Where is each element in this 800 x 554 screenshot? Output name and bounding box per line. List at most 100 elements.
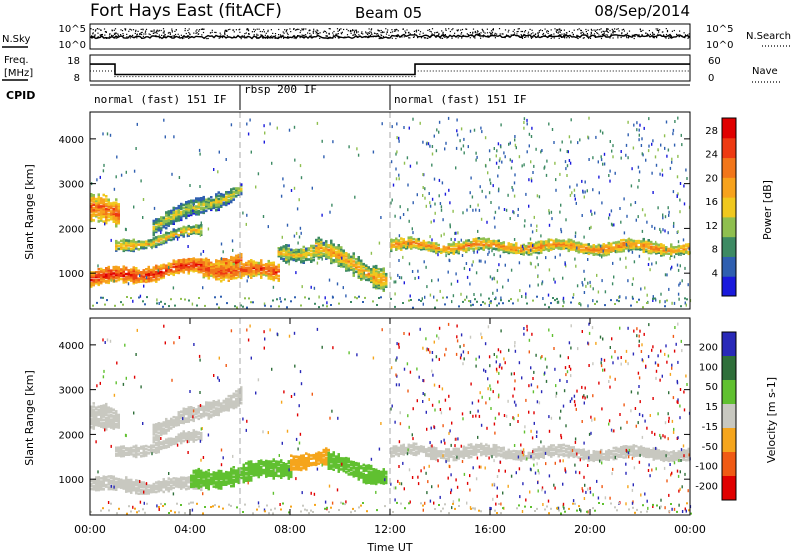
heatmap-cell [325,252,328,256]
heatmap-cell [172,237,175,241]
heatmap-cell [92,197,95,200]
scatter-cell [460,292,462,296]
noise-search-point [158,37,161,39]
near-range-cell [174,304,176,307]
heatmap-cell [115,217,118,220]
noise-search-point [535,33,537,35]
noise-search-point [564,36,566,38]
near-range-cell [184,298,186,301]
heatmap-cell [240,191,243,194]
noise-search-point [175,29,177,31]
heatmap-cell [202,210,205,213]
heatmap-cell [127,480,130,483]
heatmap-cell [300,257,303,261]
heatmap-cell [95,411,98,414]
heatmap-cell [337,264,340,267]
noise-search-point [299,31,301,34]
noise-search-point [382,35,384,38]
heatmap-cell [102,275,105,278]
heatmap-cell [640,246,643,250]
scatter-cell [661,168,663,172]
heatmap-cell [135,450,138,454]
heatmap-cell [257,264,260,268]
heatmap-cell [500,242,503,245]
heatmap-cell [120,273,123,276]
heatmap-cell [620,242,623,245]
heatmap-cell [507,242,510,245]
noise-search-point [152,32,154,34]
scatter-cell [498,263,500,267]
heatmap-cell [162,233,165,237]
scatter-cell [536,224,538,228]
noise-search-point [328,28,330,30]
heatmap-cell [177,268,180,272]
heatmap-cell [112,272,115,275]
noise-search-point [189,33,191,35]
heatmap-cell [192,257,195,260]
heatmap-cell [187,261,190,264]
scatter-cell [612,144,614,148]
heatmap-cell [152,226,155,229]
heatmap-cell [117,451,120,454]
heatmap-cell [197,269,200,272]
heatmap-cell [557,244,560,247]
heatmap-cell [200,211,203,214]
heatmap-cell [657,248,660,251]
heatmap-cell [150,444,153,447]
heatmap-cell [117,413,120,417]
heatmap-cell [152,240,155,243]
heatmap-cell [550,245,553,248]
heatmap-cell [195,200,198,204]
noise-search-point [101,33,103,36]
heatmap-cell [165,211,168,214]
scatter-cell [437,253,439,257]
scatter-cell [652,299,654,302]
heatmap-cell [180,218,183,222]
near-range-cell [252,301,254,304]
heatmap-cell [222,265,225,269]
heatmap-cell [197,258,200,261]
heatmap-cell [267,275,270,279]
near-range-cell [326,305,328,308]
heatmap-cell [157,489,160,493]
noise-search-point [678,35,681,38]
noise-search-point [97,37,99,39]
scatter-cell [602,249,604,253]
heatmap-cell [192,212,195,215]
noise-search-point [520,34,522,36]
heatmap-cell [152,230,155,234]
noise-search-point [375,35,377,37]
noise-search-point [461,37,463,39]
scatter-cell [213,168,215,171]
heatmap-cell [135,247,138,250]
heatmap-cell [317,239,320,243]
heatmap-cell [607,241,610,245]
noise-search-point [576,36,578,38]
heatmap-cell [630,243,633,246]
scatter-cell [497,174,499,178]
scatter-cell [626,214,628,218]
noise-search-point [438,34,440,36]
heatmap-cell [585,246,588,250]
heatmap-cell [142,269,145,272]
heatmap-cell [247,261,250,265]
heatmap-cell [302,255,305,258]
heatmap-cell [92,212,95,216]
heatmap-cell [100,409,103,413]
heatmap-cell [102,220,105,223]
noise-search-point [322,31,325,33]
heatmap-cell [90,411,93,415]
heatmap-cell [515,246,518,250]
heatmap-cell [202,263,205,266]
heatmap-cell [160,227,163,230]
near-range-cell [630,304,632,307]
heatmap-cell [125,477,128,481]
scatter-cell [582,283,584,287]
heatmap-cell [467,243,470,247]
power-colorbar-tick: 20 [705,173,718,184]
noise-search-point [241,35,243,37]
near-range-cell [126,296,128,298]
heatmap-cell [240,273,243,276]
heatmap-cell [332,254,335,257]
scatter-cell [619,257,621,261]
